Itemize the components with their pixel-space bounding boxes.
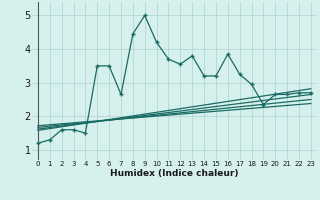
X-axis label: Humidex (Indice chaleur): Humidex (Indice chaleur) bbox=[110, 169, 239, 178]
